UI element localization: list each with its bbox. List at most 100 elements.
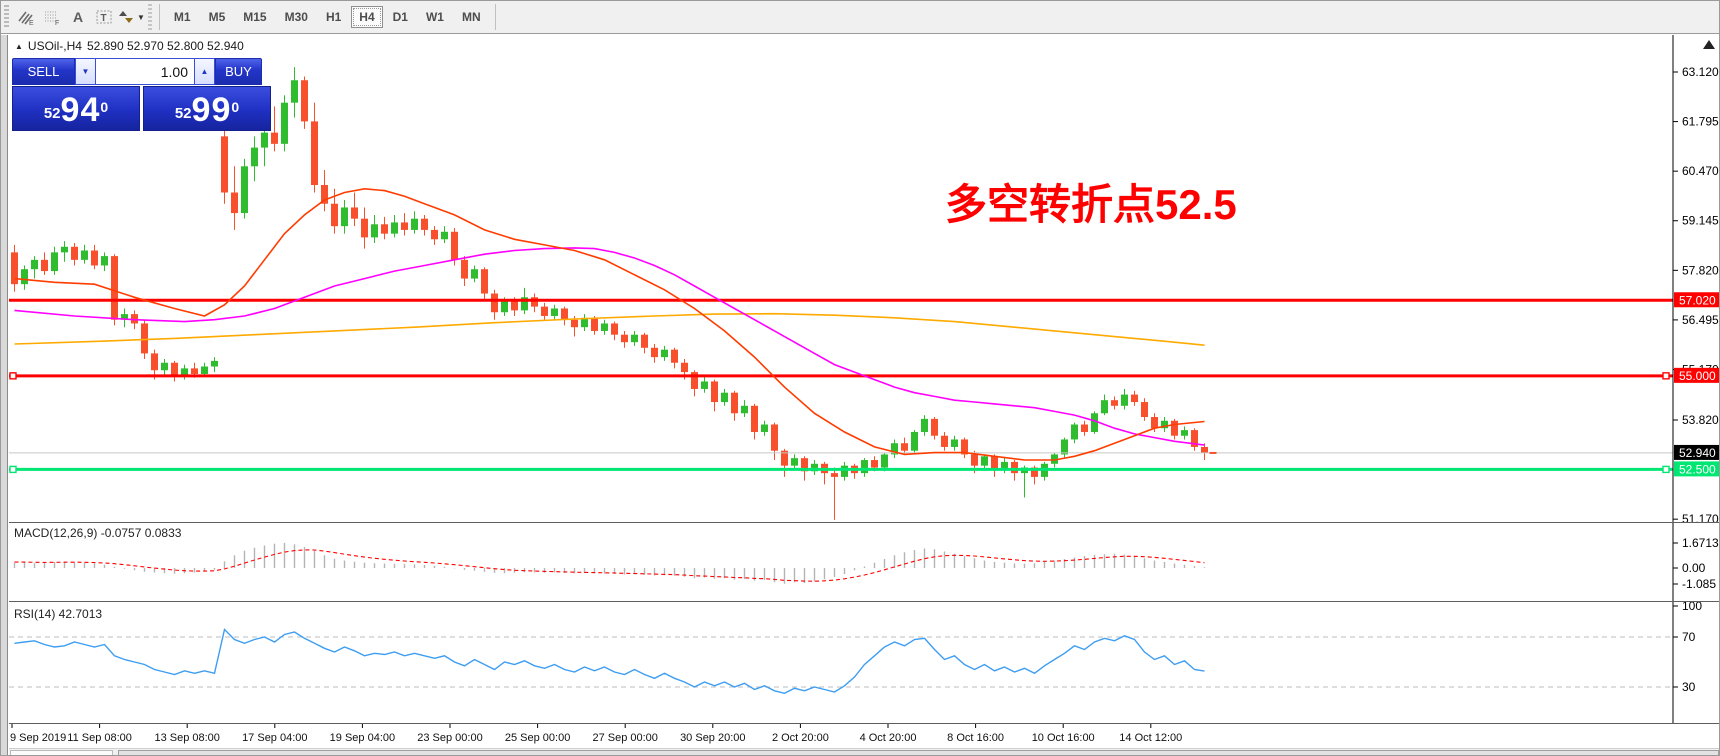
macd-signal-line [14,549,1205,582]
y-axis-tick-label: 59.145 [1682,214,1719,228]
buy-button[interactable]: BUY [215,58,262,85]
chart-title: ▲ USOil-,H4 52.890 52.970 52.800 52.940 [15,39,244,53]
fibonacci-icon[interactable]: F [39,5,65,29]
svg-text:T: T [101,13,107,24]
timeframe-button-mn[interactable]: MN [454,6,489,28]
price-badge [1674,461,1719,477]
macd-axis-label: -1.085 [1682,577,1716,591]
toolbar-separator-grip [147,4,152,30]
line-handle-left [9,465,17,474]
rsi-line [14,628,1205,695]
rsi-indicator-panel[interactable]: RSI(14) 42.7013 100 70 30 [9,602,1720,724]
date-label: 2 Oct 20:00 [772,732,829,744]
ma-slow-line [14,312,1205,346]
sell-button[interactable]: SELL [12,58,75,85]
ohlc-values: 52.890 52.970 52.800 52.940 [86,39,244,53]
date-label: 10 Oct 16:00 [1032,732,1095,744]
rsi-axis-label: 30 [1682,680,1696,694]
rsi-canvas[interactable]: RSI(14) 42.7013 100 70 30 [9,602,1720,723]
date-label: 17 Sep 04:00 [242,732,307,744]
text-label-icon[interactable]: A [65,5,91,29]
price-chart-canvas[interactable]: 63.12061.79560.47059.14557.82056.49555.1… [9,35,1720,523]
date-label: 25 Sep 00:00 [505,732,570,744]
price-badge-label: 55.000 [1679,369,1716,383]
ma-mid-line [14,247,1205,446]
line-studies-icon[interactable]: E [13,5,39,29]
symbol-label: USOil-,H4 [27,39,82,53]
date-label: 11 Sep 08:00 [67,732,132,744]
date-label: 13 Sep 08:00 [154,732,219,744]
timeframe-button-group: M1 M5 M15 M30 H1 H4 D1 W1 MN [165,6,490,28]
price-badge [1674,367,1719,383]
timeframe-button-m15[interactable]: M15 [235,6,274,28]
date-label: 9 Sep 2019 [10,732,66,744]
svg-text:E: E [29,20,34,26]
volume-input[interactable] [96,58,194,85]
text-box-icon[interactable]: T [91,5,117,29]
scrollbar-thumb[interactable] [118,750,1719,755]
rsi-axis-label: 100 [1682,602,1702,613]
chart-workspace: 63.12061.79560.47059.14557.82056.49555.1… [1,35,1720,755]
macd-axis-label: 1.6713 [1682,536,1719,550]
rsi-axis-label: 70 [1682,630,1696,644]
timeframe-button-m5[interactable]: M5 [201,6,234,28]
date-label: 19 Sep 04:00 [330,732,395,744]
toolbar-drag-grip[interactable] [4,5,9,29]
y-axis-tick-label: 56.495 [1682,313,1719,327]
sell-price-small: 52 [43,105,61,122]
line-handle-right [1662,372,1670,380]
date-label: 27 Sep 00:00 [592,732,657,744]
timeframe-button-w1[interactable]: W1 [418,6,452,28]
volume-increase-button[interactable]: ▲ [194,58,215,85]
buy-price-sup: 0 [231,99,240,115]
toolbar-separator-2 [494,4,496,30]
collapse-arrow-icon[interactable]: ▲ [15,41,23,51]
y-axis-tick-label: 61.795 [1682,115,1719,129]
date-label: 4 Oct 20:00 [860,732,917,744]
macd-axis-label: 0.00 [1682,561,1706,575]
sell-price-big: 94 [60,91,101,129]
arrows-tool-icon[interactable]: ▼ [117,5,146,29]
timeframe-button-h4[interactable]: H4 [351,6,383,28]
toolbar: E F A T ▼ M1 M5 M15 M30 H1 H4 D1 W1 MN [1,1,1719,34]
price-badge-label: 52.500 [1679,462,1716,476]
ma-fast-line [14,187,1205,461]
line-handle-right [1662,465,1670,474]
price-badge-label: 57.020 [1679,293,1716,307]
scroll-to-end-icon [1703,40,1715,49]
svg-text:F: F [55,20,59,26]
date-label: 23 Sep 00:00 [417,732,482,744]
rsi-label: RSI(14) 42.7013 [14,607,102,621]
window-left-splitter[interactable] [1,35,8,755]
date-label: 30 Sep 20:00 [680,732,745,744]
buy-price-small: 52 [174,105,192,122]
date-label: 14 Oct 12:00 [1119,732,1182,744]
timeframe-button-m30[interactable]: M30 [277,6,316,28]
annotation-text: 多空转折点52.5 [945,181,1237,228]
volume-decrease-button[interactable]: ▼ [75,58,96,85]
buy-price-big: 99 [191,91,232,129]
price-badge [1674,292,1719,308]
macd-indicator-panel[interactable]: MACD(12,26,9) -0.0757 0.0833 1.6713 0.00 -… [9,523,1720,602]
timeframe-button-m1[interactable]: M1 [166,6,199,28]
y-axis-tick-label: 53.820 [1682,413,1719,427]
y-axis-tick-label: 63.120 [1682,65,1719,79]
y-axis-tick-label: 57.820 [1682,263,1719,277]
buy-price-tile[interactable]: 52 99 0 [143,86,271,131]
date-label: 8 Oct 16:00 [947,732,1004,744]
horizontal-scrollbar [9,748,1719,755]
sell-price-tile[interactable]: 52 94 0 [12,86,140,131]
candlestick-series [11,67,1208,520]
y-axis-tick-label: 60.470 [1682,164,1719,178]
timeframe-button-h1[interactable]: H1 [318,6,349,28]
date-axis: 9 Sep 2019 11 Sep 08:00 13 Sep 08:00 17 Sep… [9,724,1719,748]
macd-canvas[interactable]: MACD(12,26,9) -0.0757 0.0833 1.6713 0.00 -… [9,523,1720,601]
line-handle-left [9,372,17,380]
timeframe-button-d1[interactable]: D1 [385,6,416,28]
price-badge-label: 52.940 [1679,446,1716,460]
price-chart-panel[interactable]: 63.12061.79560.47059.14557.82056.49555.1… [9,35,1720,523]
toolbar-separator [158,4,160,30]
sell-price-sup: 0 [100,99,109,115]
macd-label: MACD(12,26,9) -0.0757 0.0833 [14,526,182,540]
